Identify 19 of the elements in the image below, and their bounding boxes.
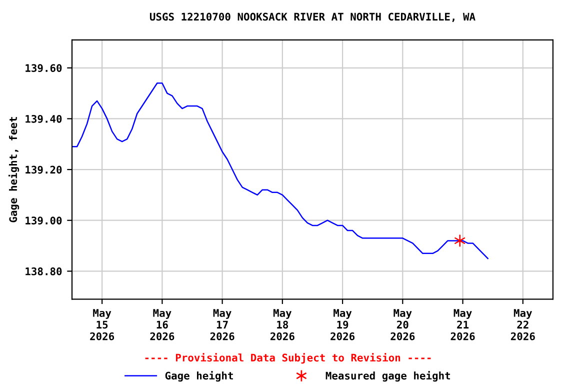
x-tick-label: May 21 2026 <box>450 309 475 340</box>
line-series <box>72 82 488 260</box>
x-tick-label: May 17 2026 <box>210 309 234 340</box>
legend-label: Measured gage height <box>326 370 450 382</box>
y-tick-label: 139.00 <box>26 216 62 225</box>
x-tick-label: May 19 2026 <box>330 309 355 340</box>
y-tick-label: 139.40 <box>26 114 62 123</box>
y-tick-label: 138.80 <box>26 267 62 276</box>
chart-title: USGS 12210700 NOOKSACK RIVER AT NORTH CEDARVILLE, WA <box>150 12 476 22</box>
legend-label: Gage height <box>165 370 233 382</box>
x-tick-label: May 15 2026 <box>90 309 114 340</box>
y-axis-title: Gage height, feet <box>8 117 20 222</box>
x-tick-label: May 16 2026 <box>150 309 174 340</box>
x-tick-label: May 20 2026 <box>390 309 415 340</box>
x-tick-label: May 22 2026 <box>510 309 535 340</box>
y-tick-label: 139.60 <box>26 64 62 72</box>
x-tick-label: May 18 2026 <box>270 309 294 340</box>
text: ---- Provisional Data Subject to Revision ---- <box>145 352 431 364</box>
y-tick-label: 139.20 <box>26 166 62 174</box>
